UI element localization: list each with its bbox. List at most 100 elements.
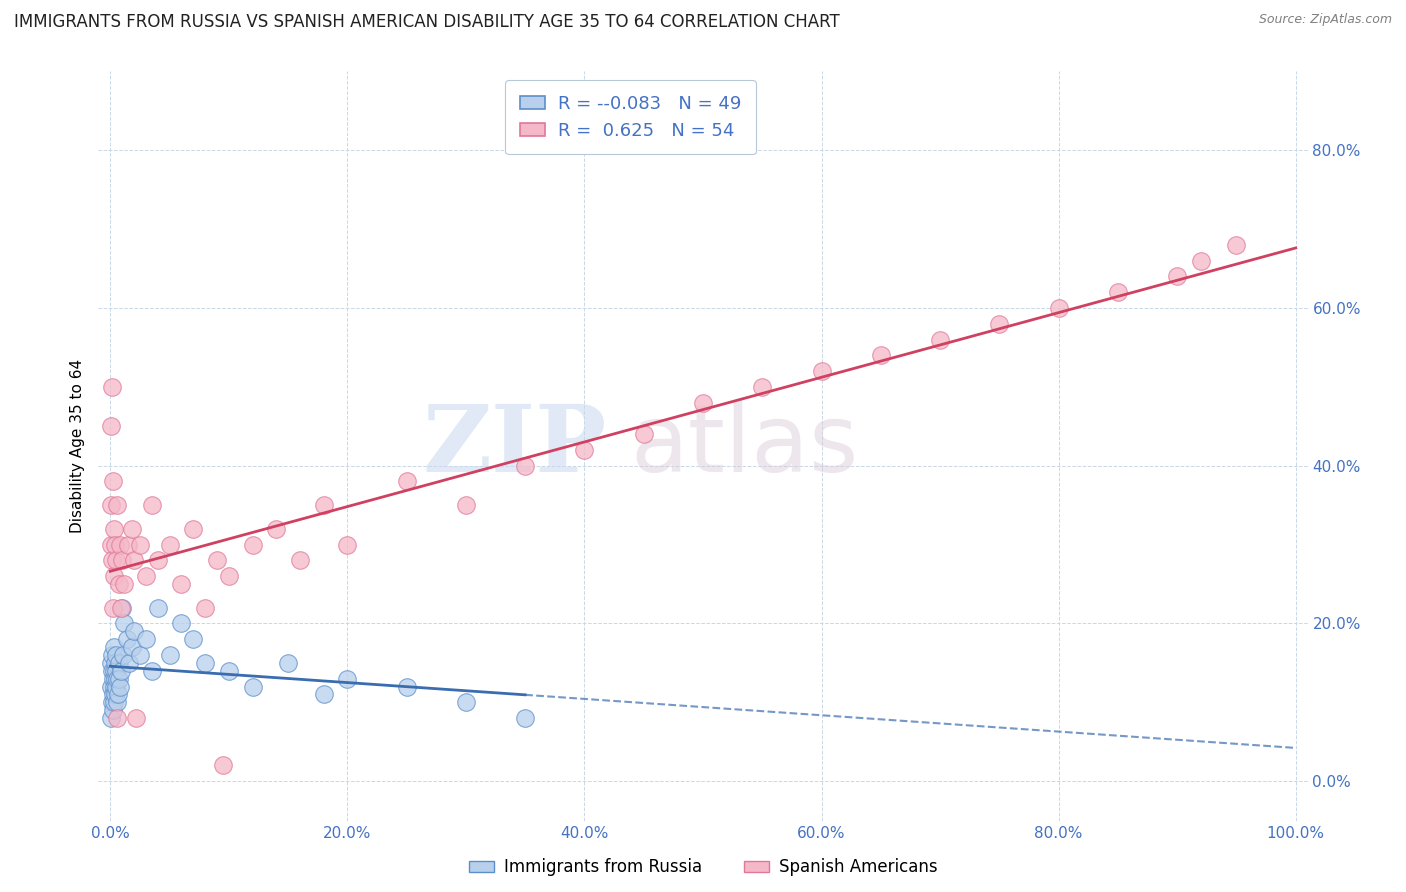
Point xyxy=(115,632,138,647)
Point xyxy=(633,427,655,442)
Point xyxy=(395,475,418,489)
Point xyxy=(212,758,235,772)
Point xyxy=(194,656,217,670)
Point xyxy=(129,648,152,662)
Point xyxy=(1107,285,1129,300)
Point xyxy=(101,688,124,702)
Point xyxy=(277,656,299,670)
Point xyxy=(159,538,181,552)
Point xyxy=(218,664,240,678)
Point xyxy=(242,680,264,694)
Point xyxy=(181,632,204,647)
Point xyxy=(1047,301,1070,315)
Point xyxy=(288,553,311,567)
Point xyxy=(103,703,125,717)
Point xyxy=(242,538,264,552)
Point xyxy=(135,632,157,647)
Point xyxy=(104,688,127,702)
Point xyxy=(103,680,125,694)
Point xyxy=(170,577,193,591)
Point xyxy=(104,680,127,694)
Point xyxy=(122,553,145,567)
Legend: Immigrants from Russia, Spanish Americans: Immigrants from Russia, Spanish American… xyxy=(463,852,943,883)
Point xyxy=(111,600,134,615)
Point xyxy=(170,616,193,631)
Text: Source: ZipAtlas.com: Source: ZipAtlas.com xyxy=(1258,13,1392,27)
Point xyxy=(100,498,122,512)
Point xyxy=(988,317,1011,331)
Point xyxy=(336,672,359,686)
Point xyxy=(103,475,125,489)
Point xyxy=(103,664,125,678)
Point xyxy=(515,458,537,473)
Point xyxy=(1225,238,1247,252)
Point xyxy=(312,498,335,512)
Point xyxy=(810,364,832,378)
Point xyxy=(105,672,128,686)
Point xyxy=(454,695,477,709)
Point xyxy=(108,538,131,552)
Point xyxy=(181,522,204,536)
Point xyxy=(122,624,145,639)
Point xyxy=(312,688,335,702)
Y-axis label: Disability Age 35 to 64: Disability Age 35 to 64 xyxy=(69,359,84,533)
Point xyxy=(336,538,359,552)
Point xyxy=(117,538,139,552)
Point xyxy=(108,672,131,686)
Point xyxy=(574,442,596,457)
Point xyxy=(114,577,136,591)
Point xyxy=(159,648,181,662)
Point xyxy=(141,664,163,678)
Point xyxy=(103,522,125,536)
Point xyxy=(751,380,773,394)
Point xyxy=(1189,253,1212,268)
Point xyxy=(101,380,124,394)
Point xyxy=(101,648,124,662)
Point xyxy=(146,553,169,567)
Point xyxy=(118,656,141,670)
Point xyxy=(104,672,127,686)
Point xyxy=(121,640,143,654)
Point xyxy=(107,577,129,591)
Point xyxy=(100,656,122,670)
Point xyxy=(869,348,891,362)
Point xyxy=(205,553,228,567)
Point xyxy=(103,695,125,709)
Point xyxy=(194,600,217,615)
Point xyxy=(101,695,124,709)
Point xyxy=(100,419,122,434)
Point xyxy=(105,711,128,725)
Point xyxy=(125,711,148,725)
Point xyxy=(111,553,134,567)
Point xyxy=(108,680,131,694)
Point xyxy=(135,569,157,583)
Text: atlas: atlas xyxy=(630,400,859,492)
Point xyxy=(100,711,122,725)
Point xyxy=(105,695,128,709)
Point xyxy=(104,656,127,670)
Point xyxy=(100,664,122,678)
Point xyxy=(100,538,122,552)
Point xyxy=(105,664,128,678)
Point xyxy=(141,498,163,512)
Point xyxy=(101,600,124,615)
Point xyxy=(104,648,127,662)
Point xyxy=(107,688,129,702)
Point xyxy=(264,522,287,536)
Point xyxy=(146,600,169,615)
Point xyxy=(692,395,714,409)
Point xyxy=(105,553,128,567)
Text: ZIP: ZIP xyxy=(422,401,606,491)
Point xyxy=(114,616,136,631)
Point xyxy=(1166,269,1188,284)
Point xyxy=(129,538,152,552)
Point xyxy=(103,569,125,583)
Point xyxy=(395,680,418,694)
Text: IMMIGRANTS FROM RUSSIA VS SPANISH AMERICAN DISABILITY AGE 35 TO 64 CORRELATION C: IMMIGRANTS FROM RUSSIA VS SPANISH AMERIC… xyxy=(14,13,839,31)
Point xyxy=(454,498,477,512)
Point xyxy=(101,553,124,567)
Point xyxy=(121,522,143,536)
Point xyxy=(107,656,129,670)
Point xyxy=(105,498,128,512)
Point xyxy=(929,333,952,347)
